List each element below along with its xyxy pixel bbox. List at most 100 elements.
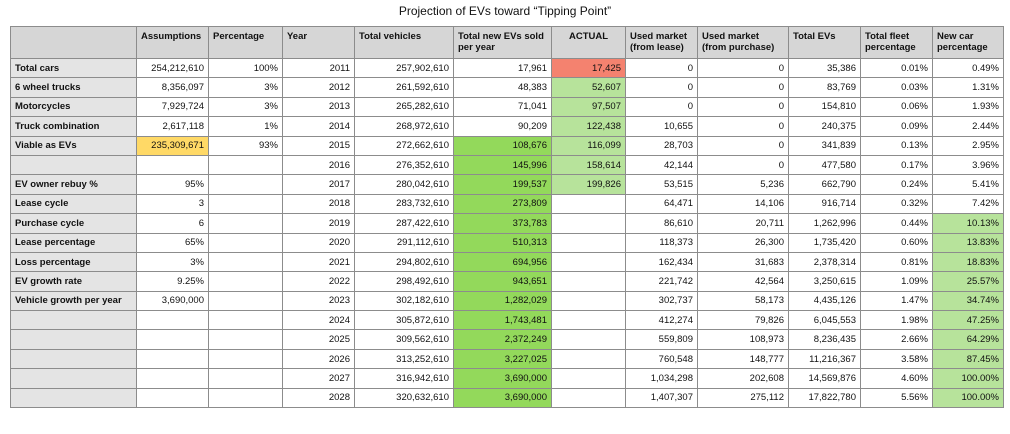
cell: 65% <box>136 232 209 253</box>
table-row: 2027 316,942,610 3,690,000 1,034,298 202,608… <box>10 368 1004 389</box>
cell <box>551 193 626 215</box>
cell: 2017 <box>282 174 355 195</box>
cell: 53,515 <box>625 174 698 195</box>
cell <box>208 232 283 253</box>
cell: 116,099 <box>551 135 626 156</box>
cell: 3,227,025 <box>453 348 552 370</box>
cell: 11,216,367 <box>788 348 861 370</box>
cell: 2018 <box>282 193 355 215</box>
cell: 3,250,615 <box>788 271 861 292</box>
table-body: Total cars 254,212,610 100% 2011 257,902,610… <box>10 57 1004 409</box>
cell: 97,507 <box>551 96 626 118</box>
cell: 0 <box>625 57 698 79</box>
cell: 291,112,610 <box>354 232 454 253</box>
cell: 34.74% <box>932 290 1004 312</box>
cell: 261,592,610 <box>354 77 454 98</box>
cell: 4,435,126 <box>788 290 861 312</box>
cell: 2013 <box>282 96 355 118</box>
cell: 0 <box>697 77 789 98</box>
cell: 79,826 <box>697 310 789 331</box>
cell: 86,610 <box>625 213 698 234</box>
cell: 3% <box>136 251 209 273</box>
table-row: 2026 313,252,610 3,227,025 760,548 148,777 11… <box>10 348 1004 370</box>
cell: 2,378,314 <box>788 251 861 273</box>
cell: 64,471 <box>625 193 698 215</box>
cell: 235,309,671 <box>136 135 209 156</box>
cell: 313,252,610 <box>354 348 454 370</box>
cell <box>551 251 626 273</box>
cell: 2,617,118 <box>136 116 209 137</box>
cell: 154,810 <box>788 96 861 118</box>
table-row: 2024 305,872,610 1,743,481 412,274 79,826 6,0… <box>10 310 1004 331</box>
cell: 3,690,000 <box>136 290 209 312</box>
cell: 52,607 <box>551 77 626 98</box>
cell <box>208 368 283 389</box>
column-header <box>10 26 137 59</box>
cell: 199,826 <box>551 174 626 195</box>
cell: 18.83% <box>932 251 1004 273</box>
cell: 287,422,610 <box>354 213 454 234</box>
row-label: Total cars <box>10 57 137 79</box>
cell: 2019 <box>282 213 355 234</box>
table-row: 6 wheel trucks 8,356,097 3% 2012 261,592,610… <box>10 77 1004 98</box>
cell: 3.96% <box>932 154 1004 176</box>
row-label: Truck combination <box>10 116 137 137</box>
cell: 0 <box>625 77 698 98</box>
cell: 2.95% <box>932 135 1004 156</box>
row-label <box>10 329 137 350</box>
table-row: Loss percentage 3% 2021 294,802,610 694,956 1… <box>10 251 1004 273</box>
cell: 71,041 <box>453 96 552 118</box>
cell: 10,655 <box>625 116 698 137</box>
cell: 1,034,298 <box>625 368 698 389</box>
cell: 2.44% <box>932 116 1004 137</box>
cell: 5,236 <box>697 174 789 195</box>
cell: 4.60% <box>860 368 933 389</box>
cell: 2026 <box>282 348 355 370</box>
row-label <box>10 154 137 176</box>
cell: 20,711 <box>697 213 789 234</box>
cell <box>208 290 283 312</box>
cell <box>208 329 283 350</box>
cell: 2027 <box>282 368 355 389</box>
row-label <box>10 387 137 409</box>
cell: 7.42% <box>932 193 1004 215</box>
cell: 42,564 <box>697 271 789 292</box>
cell: 100% <box>208 57 283 79</box>
row-label: Vehicle growth per year <box>10 290 137 312</box>
cell: 477,580 <box>788 154 861 176</box>
cell: 8,356,097 <box>136 77 209 98</box>
cell <box>551 290 626 312</box>
cell: 275,112 <box>697 387 789 409</box>
table-row: Lease cycle 3 2018 283,732,610 273,809 64,471… <box>10 193 1004 215</box>
cell: 2012 <box>282 77 355 98</box>
cell: 412,274 <box>625 310 698 331</box>
cell: 0.32% <box>860 193 933 215</box>
cell <box>551 329 626 350</box>
cell: 3,690,000 <box>453 368 552 389</box>
table-row: Motorcycles 7,929,724 3% 2013 265,282,610 71,… <box>10 96 1004 118</box>
cell <box>208 271 283 292</box>
row-label: EV owner rebuy % <box>10 174 137 195</box>
cell: 26,300 <box>697 232 789 253</box>
column-header: New car percentage <box>932 26 1004 59</box>
cell <box>136 329 209 350</box>
cell <box>136 387 209 409</box>
table-row: Truck combination 2,617,118 1% 2014 268,972,… <box>10 116 1004 137</box>
table-row: 2016 276,352,610 145,996 158,614 42,144 0 477,… <box>10 154 1004 176</box>
cell: 0 <box>697 57 789 79</box>
cell: 2024 <box>282 310 355 331</box>
cell <box>208 154 283 176</box>
cell <box>551 232 626 253</box>
cell: 2025 <box>282 329 355 350</box>
cell: 916,714 <box>788 193 861 215</box>
cell: 17,961 <box>453 57 552 79</box>
cell: 108,676 <box>453 135 552 156</box>
cell: 0.13% <box>860 135 933 156</box>
row-label: EV growth rate <box>10 271 137 292</box>
cell: 760,548 <box>625 348 698 370</box>
cell: 273,809 <box>453 193 552 215</box>
cell: 272,662,610 <box>354 135 454 156</box>
cell: 100.00% <box>932 387 1004 409</box>
cell <box>208 213 283 234</box>
column-header: Assumptions <box>136 26 209 59</box>
